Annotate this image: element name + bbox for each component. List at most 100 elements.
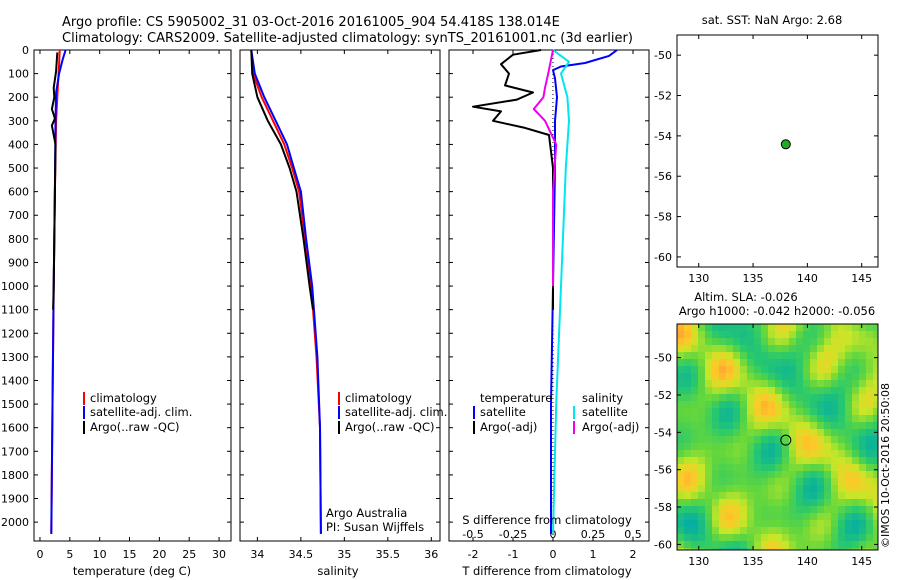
depth-tick-label: 200 [8,91,29,104]
sla-cell [782,324,789,331]
sla-cell [740,485,747,492]
sla-cell [719,373,726,380]
sla-cell [754,541,761,548]
sla-cell [705,478,712,485]
sla-cell [691,324,698,331]
sla-cell [698,373,705,380]
salinity-ticks [240,49,440,541]
sla-cell [768,485,775,492]
sla-cell [803,527,810,534]
sla-cell [677,534,684,541]
sla-cell [747,422,754,429]
sla-cell [705,513,712,520]
sla-cell [677,324,684,331]
sla-cell [873,352,878,359]
sla-cell [845,492,852,499]
sla-cell [747,394,754,401]
sla-cell [859,415,866,422]
sla-cell [789,387,796,394]
sla-cell [831,471,838,478]
sla-cell [831,541,838,548]
sla-cell [761,492,768,499]
sla-cell [803,366,810,373]
sla-cell [866,443,873,450]
sla-cell [712,429,719,436]
sla-cell [796,408,803,415]
sla-cell [817,499,824,506]
sla-cell [789,548,796,550]
sla-cell [761,429,768,436]
sla-cell [677,408,684,415]
sla-cell [866,534,873,541]
sla-cell [740,373,747,380]
sla-cell [726,478,733,485]
sla-cell [719,513,726,520]
sla-cell [775,373,782,380]
sla-cell [698,436,705,443]
sla-cell [691,380,698,387]
sla-cell [754,394,761,401]
sla-cell [817,471,824,478]
sla-cell [859,429,866,436]
sla-cell [768,359,775,366]
sla-cell [719,457,726,464]
sla-cell [754,338,761,345]
sla-cell [810,408,817,415]
sla-cell [873,422,878,429]
sla-cell [859,324,866,331]
sla-cell [754,478,761,485]
sla-cell [789,415,796,422]
sla-cell [775,366,782,373]
sla-cell [810,450,817,457]
sla-cell [733,527,740,534]
sla-cell [831,513,838,520]
sla-cell [684,359,691,366]
sla-cell [684,457,691,464]
sla-cell [705,485,712,492]
sla-cell [845,415,852,422]
sla-cell [845,457,852,464]
satellite-adj-clim-line [50,49,67,534]
sla-cell [817,352,824,359]
sla-cell [817,457,824,464]
sla-cell [845,429,852,436]
sla-cell [789,373,796,380]
sla-cell [859,408,866,415]
sla-cell [705,324,712,331]
sla-cell [747,443,754,450]
sla-cell [698,457,705,464]
sla-cell [859,506,866,513]
sla-cell [803,534,810,541]
salinity-x-tick-labels: 34 34.5 35 35.5 36 [250,548,438,561]
sla-cell [782,359,789,366]
sla-cell [747,429,754,436]
sla-cell [768,338,775,345]
sla-cell [677,485,684,492]
sla-cell [705,338,712,345]
sla-cell [698,352,705,359]
sla-map-panel: Altim. SLA: -0.026 Argo h1000: -0.042 h2… [654,290,892,568]
x-tick-label: 5 [66,548,73,561]
sla-cell [817,338,824,345]
sla-map-ticks [677,324,878,550]
sla-cell [824,520,831,527]
sla-cell [852,324,859,331]
sla-cell [705,366,712,373]
sla-cell [705,436,712,443]
sla-cell [712,415,719,422]
sla-cell [761,436,768,443]
sla-cell [691,373,698,380]
sla-cell [810,527,817,534]
temperature-x-tick-labels: 0 5 10 15 20 25 30 [36,548,226,561]
sla-cell [873,457,878,464]
sla-cell [761,534,768,541]
sla-cell [803,387,810,394]
sla-cell [677,366,684,373]
sla-cell [677,380,684,387]
depth-tick-label: 1600 [1,422,29,435]
sla-cell [873,373,878,380]
sla-cell [796,366,803,373]
x-tick-label: 34 [250,548,264,561]
difference-ticks [449,49,649,541]
sla-cell [733,331,740,338]
